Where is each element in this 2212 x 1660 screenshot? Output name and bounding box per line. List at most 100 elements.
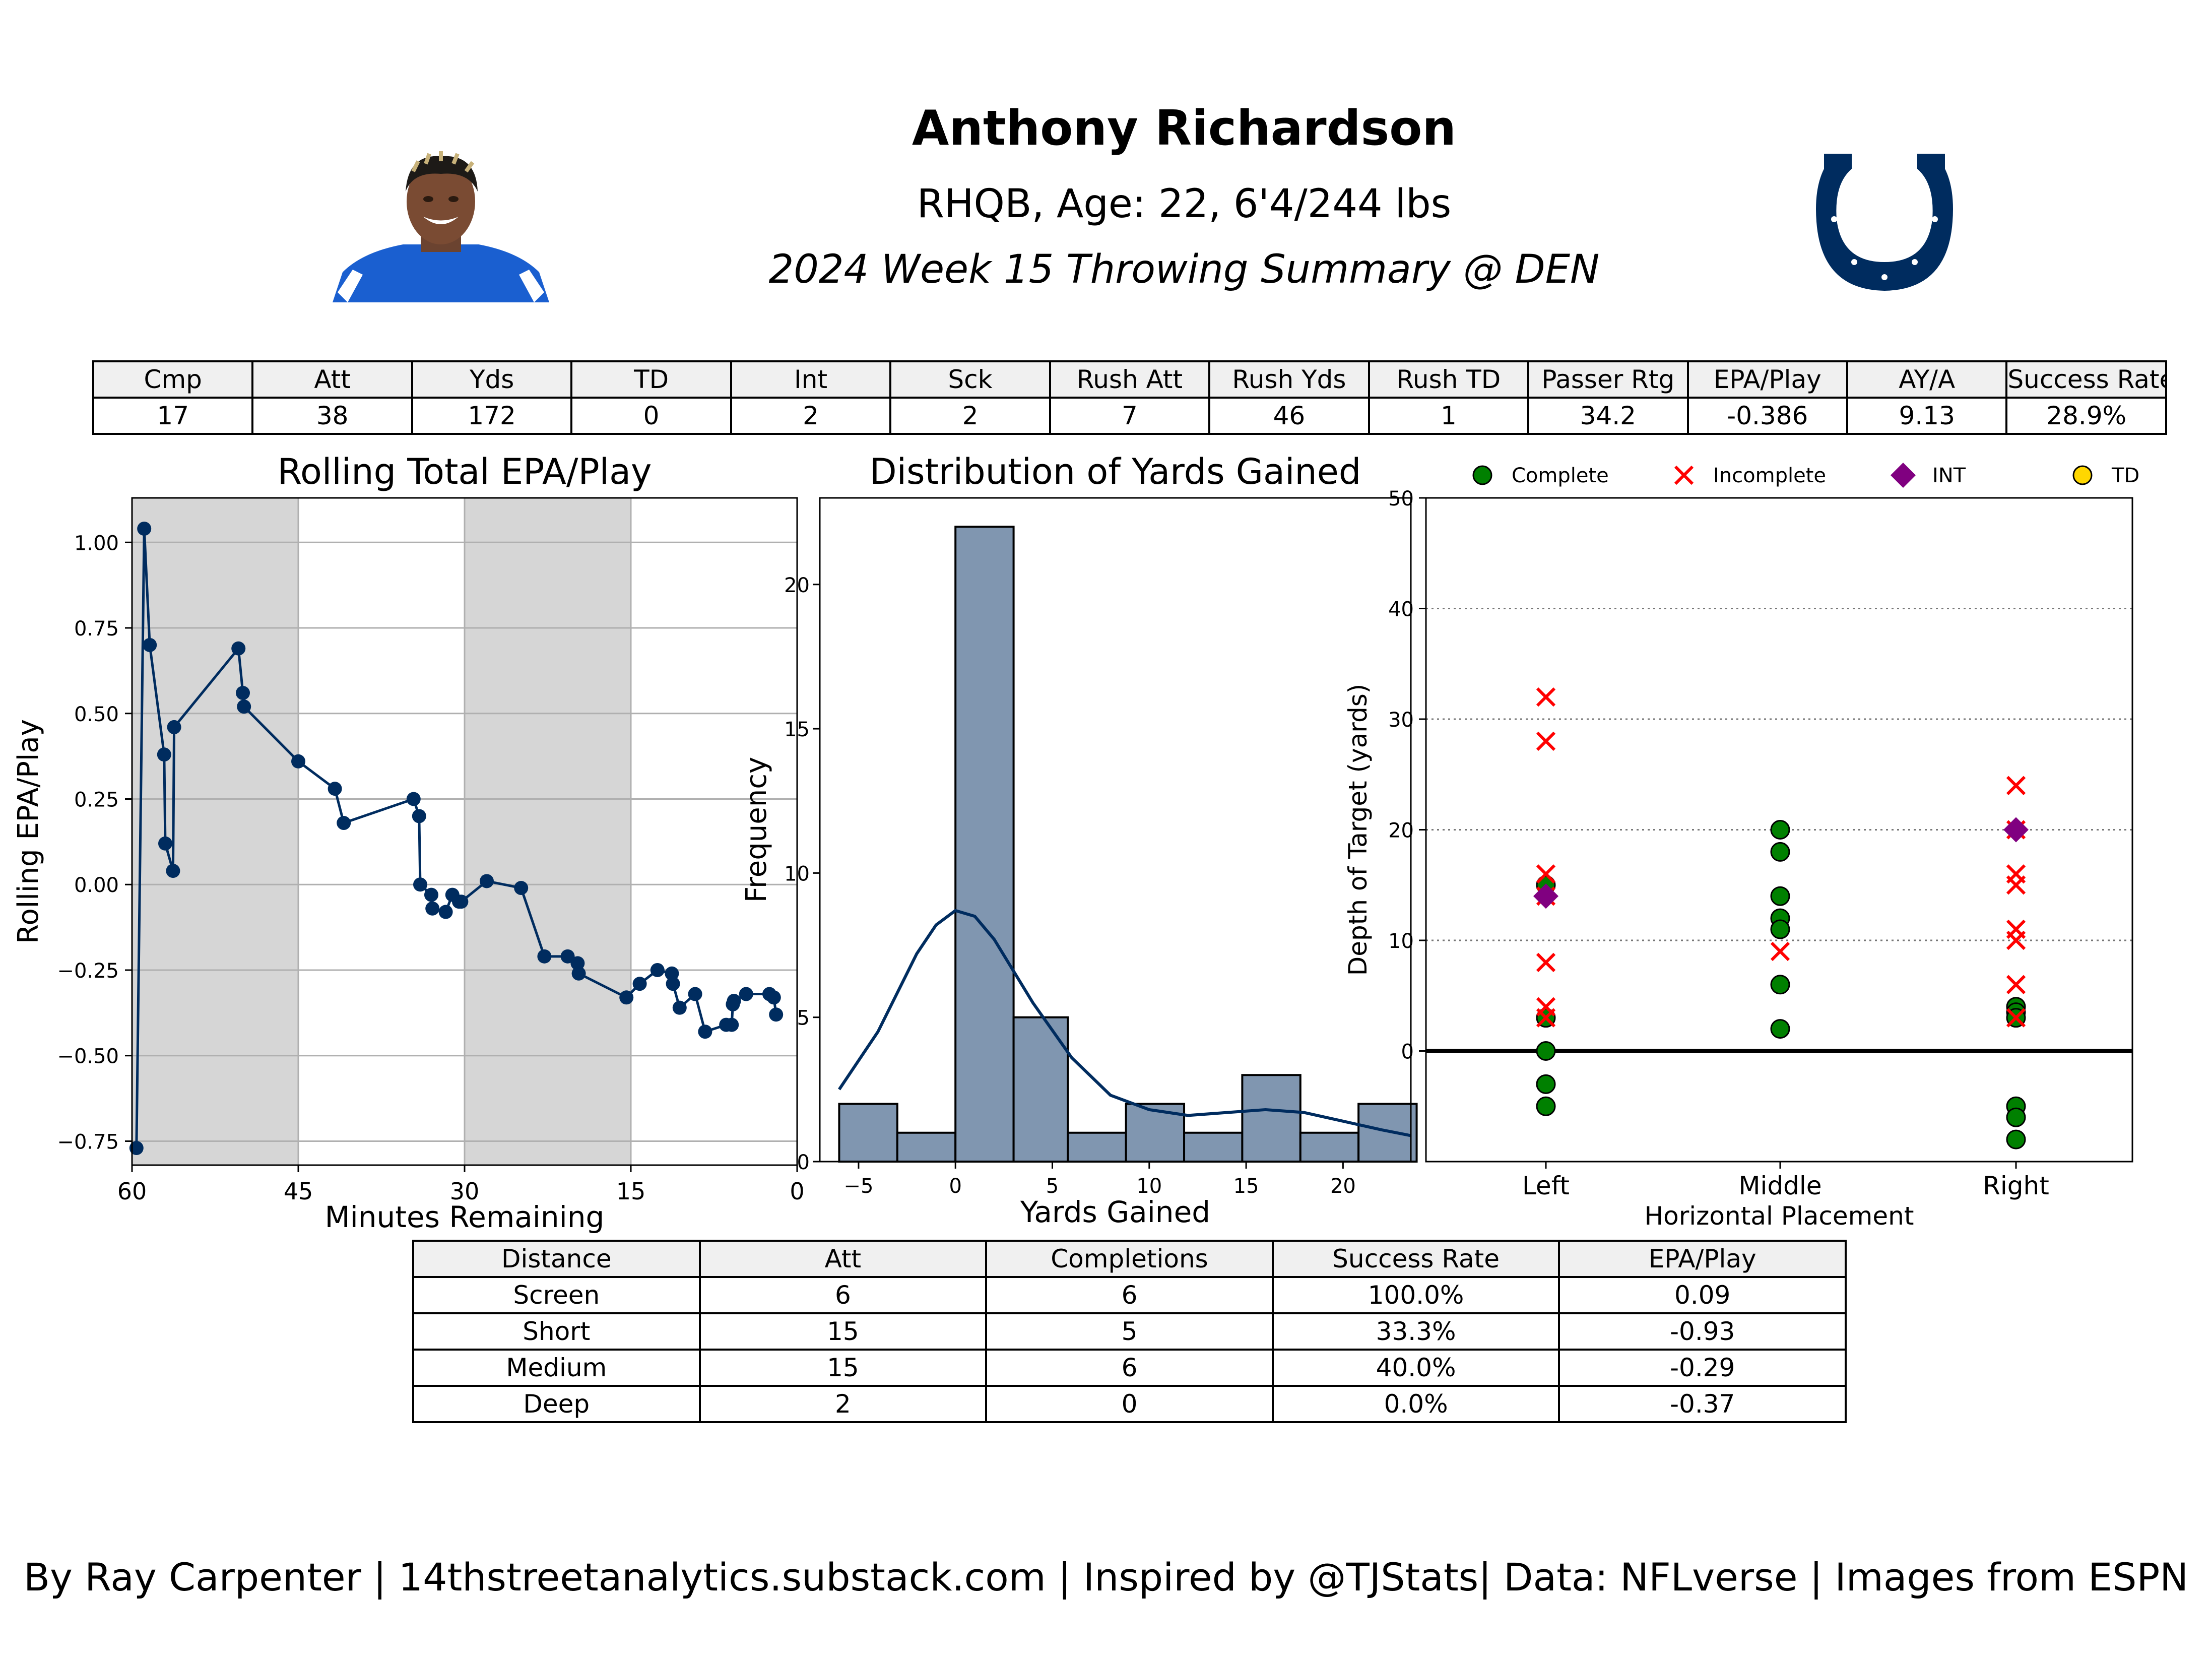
legend-incomplete-marker-stroke (1674, 465, 1694, 485)
y-tick-label: −0.75 (57, 1130, 119, 1154)
epa-data-point (129, 1141, 144, 1156)
epa-data-point (157, 747, 171, 762)
complete-pass-marker (1536, 1074, 1556, 1094)
epa-data-point (766, 990, 781, 1005)
histogram-bar (954, 526, 1015, 1163)
distance-cell: 6 (698, 1276, 988, 1314)
interception-marker (2003, 817, 2029, 843)
y-tick-label: 0 (1401, 1041, 1414, 1064)
epa-data-point (650, 963, 665, 977)
summary-header-cell: EPA/Play (1686, 360, 1848, 399)
distance-breakdown-table: Distance Att Completions Success Rate EP… (412, 1240, 1847, 1423)
epa-data-point (514, 881, 529, 896)
summary-table-value-row: 17 38 172 0 2 2 7 46 1 34.2 -0.386 9.13 … (92, 397, 2167, 435)
epa-data-point (454, 895, 469, 909)
y-tick-label: 0.00 (74, 874, 119, 897)
distance-cell: 6 (985, 1349, 1274, 1387)
incomplete-pass-marker-stroke (1536, 731, 1556, 751)
legend-incomplete-marker (1674, 465, 1694, 485)
chart1-frame (131, 497, 798, 1166)
summary-value-cell: 172 (411, 397, 573, 435)
distance-table-row: Short 15 5 33.3% -0.93 (412, 1312, 1847, 1351)
epa-data-point (537, 949, 552, 964)
distance-header-cell: EPA/Play (1558, 1240, 1847, 1278)
epa-data-point (480, 874, 494, 888)
y-tick-label: 40 (1388, 598, 1414, 621)
summary-value-cell: 0 (570, 397, 732, 435)
x-tick-label: 15 (616, 1178, 646, 1205)
summary-table-header-row: Cmp Att Yds TD Int Sck Rush Att Rush Yds… (92, 360, 2167, 399)
x-tick-label: 5 (1046, 1175, 1059, 1198)
epa-data-point (237, 699, 251, 714)
distance-cell: -0.93 (1558, 1312, 1847, 1351)
distance-cell: 5 (985, 1312, 1274, 1351)
summary-header-cell: Rush TD (1368, 360, 1530, 399)
epa-data-point (231, 641, 246, 656)
summary-value-cell: 2 (889, 397, 1051, 435)
epa-data-point (769, 1007, 784, 1022)
epa-data-point (560, 949, 575, 964)
incomplete-pass-marker (2006, 875, 2026, 895)
distance-cell: 15 (698, 1349, 988, 1387)
complete-pass-marker (1536, 1096, 1556, 1116)
chart2-title: Distribution of Yards Gained (870, 451, 1361, 492)
summary-header-cell: Yds (411, 360, 573, 399)
distance-cell: 0.09 (1558, 1276, 1847, 1314)
epa-data-point (666, 977, 680, 991)
distance-cell: 40.0% (1271, 1349, 1560, 1387)
epa-data-point (672, 1000, 687, 1015)
epa-data-point (438, 905, 453, 919)
y-tick-label: −0.50 (57, 1045, 119, 1068)
interception-marker (1533, 883, 1558, 909)
chart3-x-axis-label: Horizontal Placement (1645, 1201, 1914, 1231)
epa-data-point (328, 782, 342, 796)
x-tick-label: 60 (117, 1178, 147, 1205)
y-tick-label: 0.50 (74, 703, 119, 726)
epa-data-point (688, 987, 702, 1001)
kde-density-curve (837, 909, 1411, 1137)
chart1-x-axis-label: Minutes Remaining (325, 1200, 605, 1234)
epa-data-point (632, 977, 647, 991)
x-tick-label: 30 (450, 1178, 480, 1205)
distance-table-header-row: Distance Att Completions Success Rate EP… (412, 1240, 1847, 1278)
distance-cell: 33.3% (1271, 1312, 1560, 1351)
epa-data-point (137, 522, 152, 536)
summary-value-cell: 28.9% (2005, 397, 2167, 435)
incomplete-pass-marker-stroke (1536, 1008, 1556, 1028)
complete-pass-marker (2006, 1107, 2026, 1127)
incomplete-pass-marker-stroke (1536, 952, 1556, 973)
distance-header-cell: Att (698, 1240, 988, 1278)
distance-cell: -0.37 (1558, 1385, 1847, 1423)
shaded-quarter-band (132, 498, 298, 1165)
complete-pass-marker (1770, 820, 1790, 840)
y-tick-label: −0.25 (57, 960, 119, 983)
epa-data-point (166, 864, 180, 878)
histogram-bar (896, 1131, 957, 1163)
x-tick-label: 10 (1136, 1175, 1162, 1198)
y-tick-label: 30 (1388, 709, 1414, 732)
incomplete-pass-marker (2006, 975, 2026, 994)
y-tick-label: 20 (784, 574, 810, 597)
summary-value-cell: 17 (92, 397, 254, 435)
complete-pass-marker (1770, 1019, 1790, 1039)
histogram-bar (838, 1103, 898, 1163)
complete-pass-marker (1770, 919, 1790, 939)
epa-data-point (143, 637, 157, 652)
distance-table-row: Deep 2 0 0.0% -0.37 (412, 1385, 1847, 1423)
summary-header-cell: Cmp (92, 360, 254, 399)
epa-data-point (406, 792, 421, 806)
distance-table-row: Medium 15 6 40.0% -0.29 (412, 1349, 1847, 1387)
x-tick-label: 0 (790, 1178, 804, 1205)
epa-data-point (291, 754, 305, 769)
legend-td-marker (2072, 465, 2093, 485)
summary-header-cell: Att (251, 360, 413, 399)
incomplete-pass-marker (1536, 864, 1556, 884)
legend-complete-marker (1472, 465, 1492, 485)
epa-data-point (725, 1017, 739, 1032)
summary-header-cell: Int (730, 360, 892, 399)
distance-cell: 6 (985, 1276, 1274, 1314)
chart3-frame (1425, 497, 2133, 1163)
distance-cell: -0.29 (1558, 1349, 1847, 1387)
chart1-title: Rolling Total EPA/Play (278, 451, 652, 492)
histogram-bar (1299, 1131, 1360, 1163)
